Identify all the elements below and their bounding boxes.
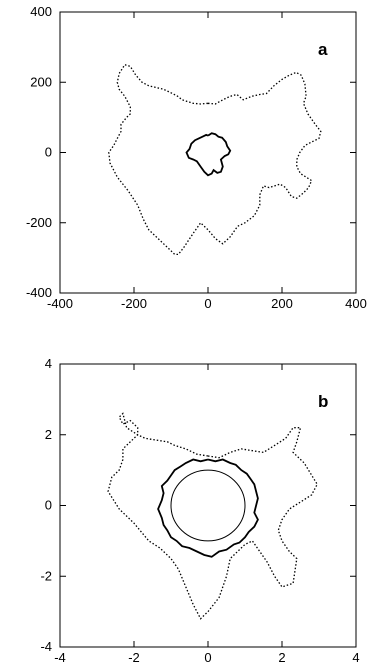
plot-frame [59, 11, 357, 294]
x-tick-label: -4 [54, 650, 66, 662]
x-tick-label: -400 [47, 296, 73, 311]
y-tick-label: 0 [45, 498, 52, 513]
y-tick-label: 400 [30, 4, 52, 19]
y-tick-label: -4 [40, 639, 52, 654]
y-tick-label: 0 [45, 145, 52, 160]
inner-contour-line [185, 132, 232, 177]
x-tick-label: -2 [128, 650, 140, 662]
panel-label: b [318, 392, 328, 411]
y-tick-label: 4 [45, 356, 52, 371]
y-tick-label: -200 [26, 215, 52, 230]
x-tick-label: 0 [204, 650, 211, 662]
x-tick-label: 200 [271, 296, 293, 311]
x-tick-label: -200 [121, 296, 147, 311]
x-tick-label: 2 [278, 650, 285, 662]
panel-b-plot: -4 -2 0 2 4 -4 -2 0 2 4 b [40, 356, 359, 662]
outer-contour-line [108, 63, 322, 256]
panel-label: a [318, 40, 328, 59]
y-tick-label: -400 [26, 285, 52, 300]
inner-contour-line [157, 458, 259, 558]
outer-contour-line [107, 412, 318, 620]
y-tick-label: -2 [40, 568, 52, 583]
y-tick-label: 200 [30, 74, 52, 89]
x-tick-label: 4 [352, 650, 359, 662]
panel-a-plot: -400 -200 0 200 400 -400 -200 0 200 400 a [26, 4, 367, 311]
reference-circle [170, 469, 246, 542]
y-tick-label: 2 [45, 427, 52, 442]
x-tick-label: 400 [345, 296, 367, 311]
x-tick-label: 0 [204, 296, 211, 311]
